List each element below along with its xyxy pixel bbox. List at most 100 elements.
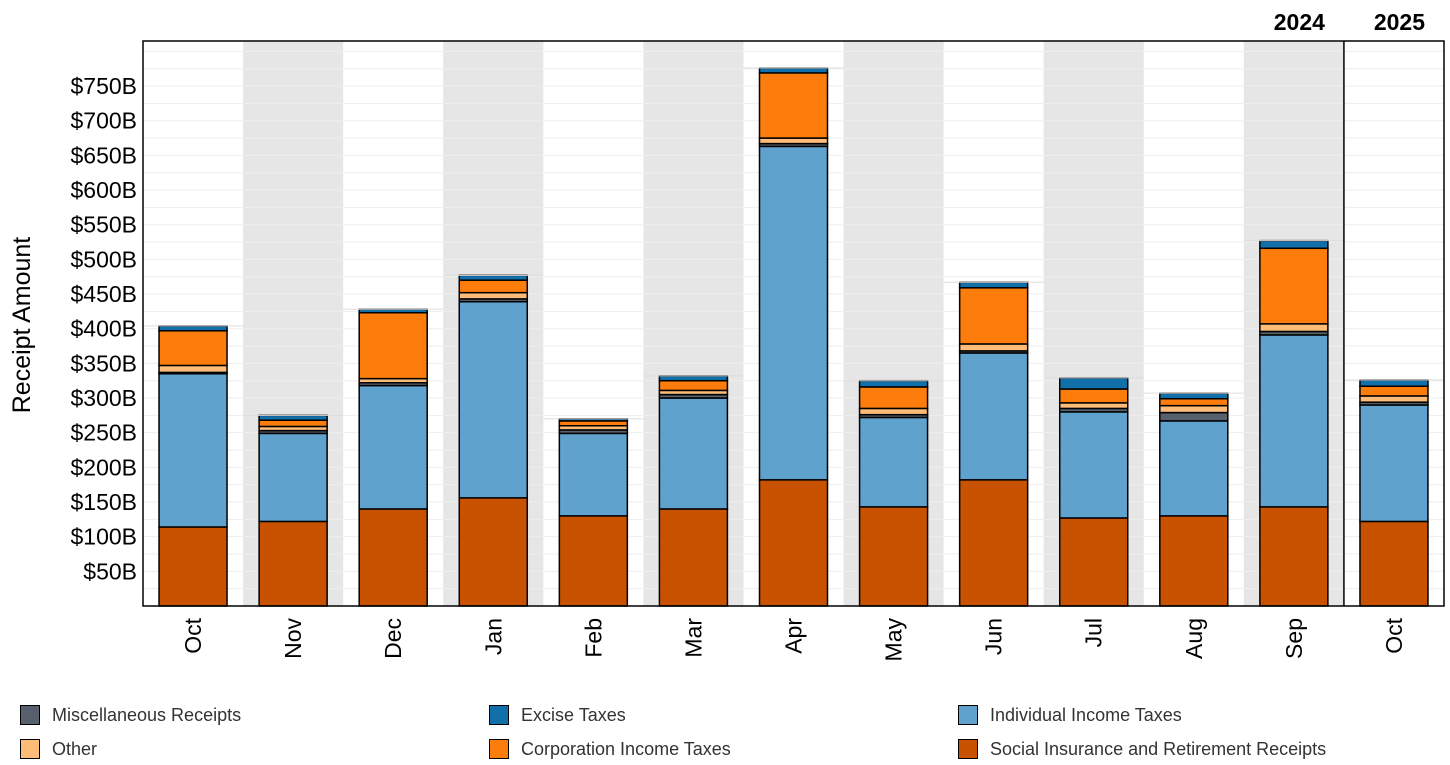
bar-segment — [1060, 403, 1128, 409]
bar-segment — [960, 288, 1028, 344]
bar-segment — [760, 68, 828, 73]
y-tick-label: $300B — [70, 385, 137, 411]
year-label: 2024 — [1274, 9, 1325, 35]
bar-segment — [659, 381, 727, 391]
x-tick-label: Jul — [1081, 618, 1107, 647]
x-axis-ticks: Oct Nov Dec Jan Feb Mar Apr May Jun Jul Aug Sep Oct — [180, 617, 1407, 661]
bar-segment — [659, 376, 727, 381]
bar-segment — [1260, 324, 1328, 332]
bar-segment — [1360, 396, 1428, 402]
legend-item: Miscellaneous Receipts — [20, 700, 241, 730]
legend-item: Corporation Income Taxes — [489, 734, 731, 764]
bar-segment — [1260, 507, 1328, 606]
y-tick-label: $750B — [70, 73, 137, 99]
x-tick-label: Apr — [781, 618, 807, 654]
y-tick-label: $500B — [70, 246, 137, 272]
bar-segment — [1160, 413, 1228, 421]
legend-item: Other — [20, 734, 97, 764]
bar-segment — [1360, 405, 1428, 521]
x-tick-label: Aug — [1181, 618, 1207, 659]
bar-stack-oct — [143, 326, 243, 606]
year-label: 2025 — [1374, 9, 1425, 35]
bar-segment — [1160, 393, 1228, 399]
bar-segment — [459, 293, 527, 299]
bar-segment — [1060, 412, 1128, 518]
bar-segment — [359, 509, 427, 606]
bar-segment — [760, 480, 828, 606]
bar-segment — [960, 353, 1028, 480]
bar-segment — [259, 420, 327, 426]
bar-segment — [1160, 516, 1228, 606]
stacked-bar-chart: $50B$100B$150B$200B$250B$300B$350B$400B$… — [0, 0, 1450, 700]
legend-swatch — [489, 739, 509, 759]
legend-swatch — [20, 705, 40, 725]
legend-label: Individual Income Taxes — [990, 705, 1182, 726]
bar-segment — [960, 344, 1028, 351]
x-tick-label: Nov — [280, 618, 306, 659]
y-tick-label: $550B — [70, 212, 137, 238]
x-tick-label: Jan — [480, 618, 506, 655]
bar-segment — [1260, 241, 1328, 249]
bar-segment — [1260, 248, 1328, 324]
y-axis-ticks: $50B $100B $150B $200B $250B $300B $350B $400B $… — [70, 73, 137, 584]
bar-segment — [159, 326, 227, 331]
y-tick-label: $350B — [70, 350, 137, 376]
bar-segment — [760, 73, 828, 138]
legend-item: Individual Income Taxes — [958, 700, 1182, 730]
bar-stack-dec — [343, 309, 443, 606]
bar-segment — [459, 302, 527, 498]
bar-segment — [1160, 399, 1228, 406]
legend-label: Miscellaneous Receipts — [52, 705, 241, 726]
legend-label: Other — [52, 739, 97, 760]
bar-segment — [860, 507, 928, 606]
y-tick-label: $650B — [70, 142, 137, 168]
x-tick-label: Oct — [1381, 617, 1407, 653]
bar-stack-oct — [1344, 380, 1444, 606]
legend-swatch — [20, 739, 40, 759]
y-axis-title: Receipt Amount — [8, 237, 36, 414]
bar-segment — [1260, 335, 1328, 507]
bar-segment — [760, 146, 828, 479]
bar-segment — [860, 417, 928, 506]
bar-stack-jun — [944, 282, 1044, 606]
year-labels: 2024 2025 — [1274, 9, 1425, 35]
y-tick-label: $200B — [70, 454, 137, 480]
legend-swatch — [489, 705, 509, 725]
legend: Miscellaneous Receipts Other Excise Taxes C… — [20, 700, 1440, 760]
bar-segment — [860, 381, 928, 387]
legend-swatch — [958, 705, 978, 725]
bar-segment — [760, 138, 828, 144]
bar-segment — [459, 498, 527, 606]
x-tick-label: May — [881, 618, 907, 662]
bar-segment — [659, 398, 727, 509]
y-tick-label: $100B — [70, 524, 137, 550]
bar-segment — [1360, 380, 1428, 386]
x-tick-label: Sep — [1281, 618, 1307, 659]
bar-segment — [359, 386, 427, 509]
bar-segment — [1160, 406, 1228, 413]
bar-segment — [1060, 518, 1128, 606]
bar-segment — [159, 365, 227, 372]
bar-segment — [159, 527, 227, 606]
bar-segment — [259, 415, 327, 420]
y-tick-label: $700B — [70, 108, 137, 134]
legend-item: Social Insurance and Retirement Receipts — [958, 734, 1326, 764]
x-tick-label: Feb — [580, 618, 606, 658]
bar-segment — [659, 509, 727, 606]
legend-label: Social Insurance and Retirement Receipts — [990, 739, 1326, 760]
bar-segment — [359, 313, 427, 379]
bar-stack-apr — [743, 68, 843, 606]
bar-segment — [960, 282, 1028, 288]
y-tick-label: $150B — [70, 489, 137, 515]
legend-label: Excise Taxes — [521, 705, 626, 726]
bar-segment — [259, 521, 327, 606]
bar-segment — [459, 275, 527, 280]
bar-segment — [1360, 521, 1428, 606]
y-tick-label: $400B — [70, 316, 137, 342]
bar-segment — [459, 280, 527, 292]
legend-swatch — [958, 739, 978, 759]
x-tick-label: Jun — [981, 618, 1007, 655]
y-tick-label: $50B — [83, 558, 137, 584]
x-tick-label: Dec — [380, 618, 406, 659]
y-tick-label: $450B — [70, 281, 137, 307]
